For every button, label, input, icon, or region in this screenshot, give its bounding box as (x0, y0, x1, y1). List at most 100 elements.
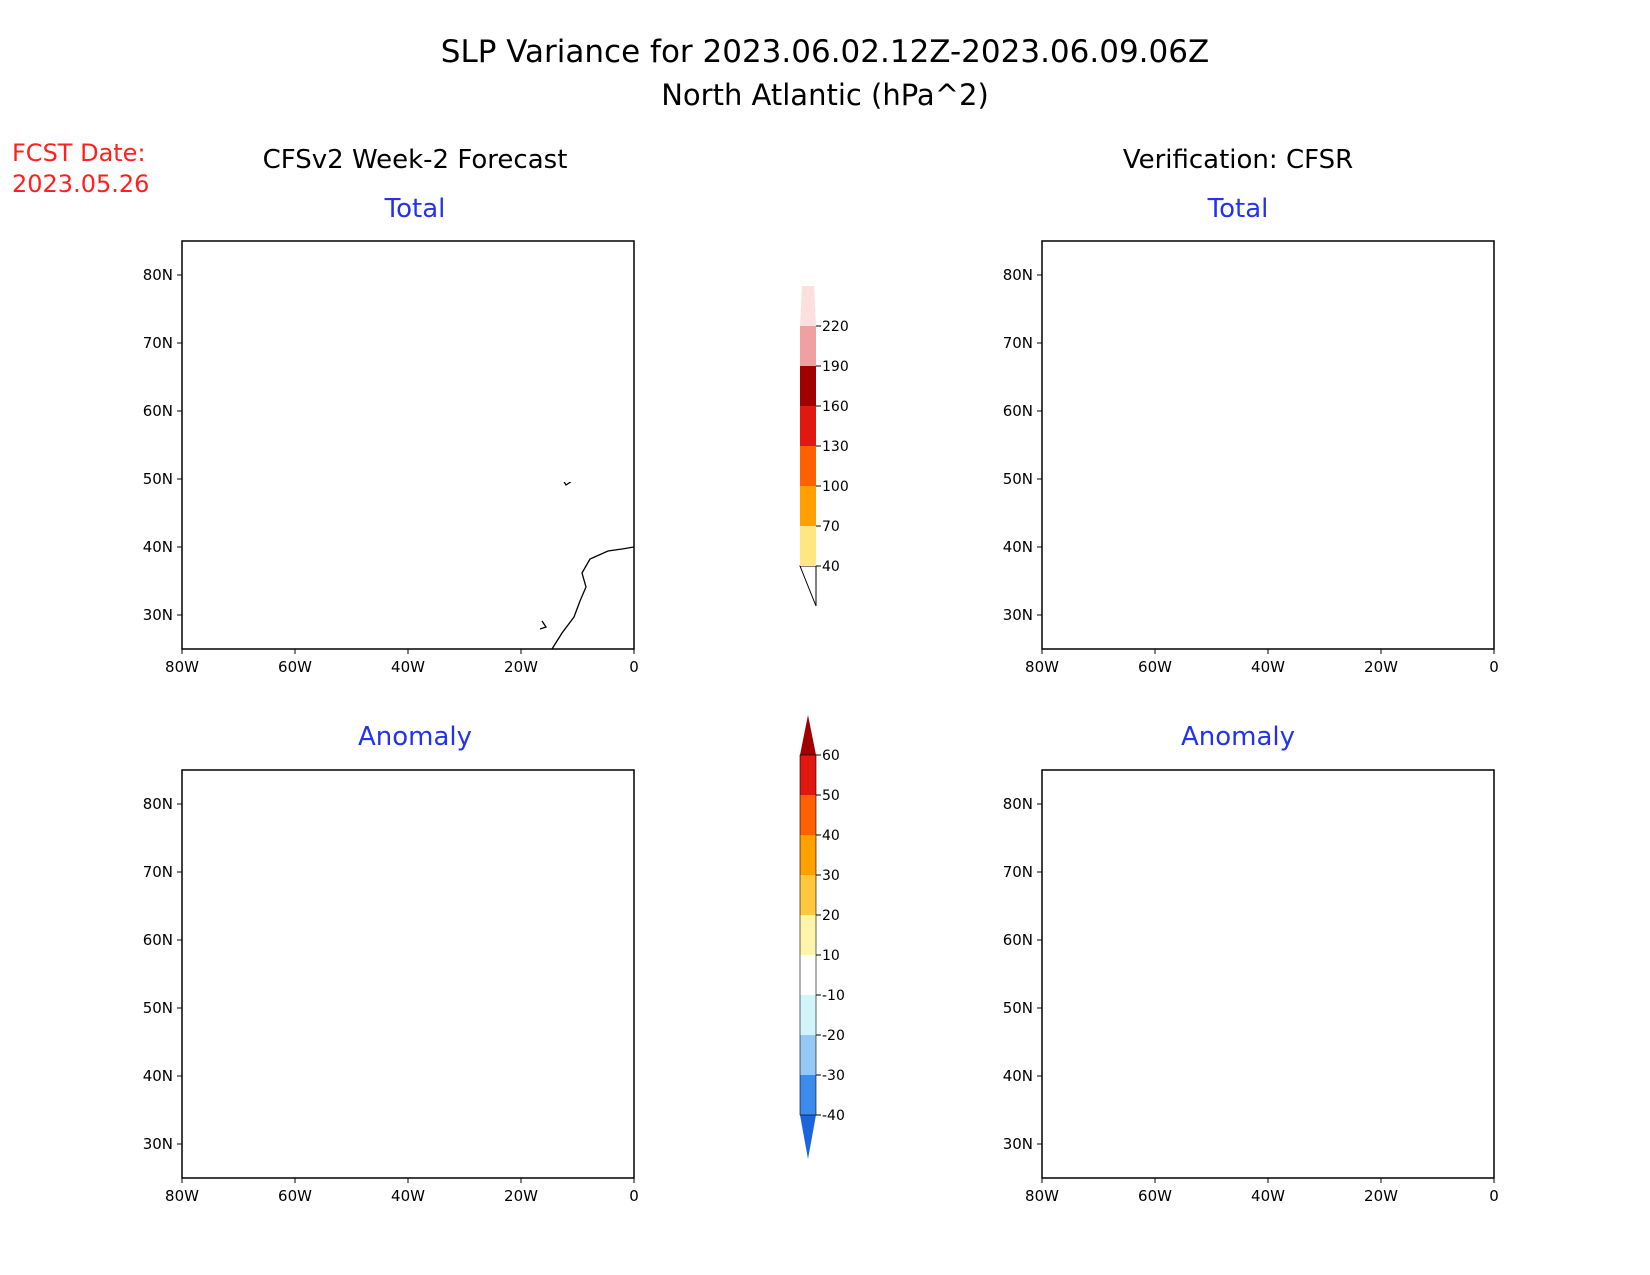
colorbar-segment (800, 1035, 816, 1075)
colorbar-segment (800, 286, 816, 326)
colorbar-total: 40 70 100 130 160 190 220 (799, 286, 849, 607)
colorbar-label: 130 (822, 439, 849, 455)
lon-tick-label: 20W (1364, 658, 1398, 676)
shade-40-70 (395, 295, 455, 331)
lon-tick-label: 40W (391, 658, 425, 676)
colorbar-label: -30 (822, 1068, 845, 1084)
lat-tick-label: 40N (1003, 538, 1033, 556)
map-verif-total (1041, 240, 1495, 650)
lon-tick-label: 0 (629, 658, 639, 676)
colorbar-label: 100 (822, 479, 849, 495)
axes-verif-anomaly: 80W 60W 40W 20W 0 80N 70N 60N 50N 40N 30N (1003, 795, 1499, 1205)
colorbar-segment (800, 915, 816, 955)
colorbar-segment (800, 406, 816, 446)
colorbar-label: 30 (822, 868, 840, 884)
colorbar-label: 40 (822, 828, 840, 844)
colorbar-segment (800, 486, 816, 526)
lat-tick-label: 80N (143, 266, 173, 284)
lat-tick-label: 70N (1003, 334, 1033, 352)
lon-tick-label: 80W (1025, 1187, 1059, 1205)
colorbar-segment (800, 366, 816, 406)
map-fcst-total (181, 240, 635, 650)
colorbar-segment (800, 835, 816, 875)
lon-tick-label: 40W (391, 1187, 425, 1205)
shade-70-100 (1118, 489, 1150, 513)
shade-pos20-30 (1136, 866, 1202, 898)
axes-verif-total: 80W 60W 40W 20W 0 80N 70N 60N 50N 40N 30N (1003, 266, 1499, 676)
shade-neg30-neg40 (342, 932, 500, 1006)
lat-tick-label: 40N (143, 538, 173, 556)
lat-tick-label: 50N (1003, 470, 1033, 488)
shade-40-70 (1042, 311, 1224, 449)
colorbar-segment (800, 1075, 816, 1115)
panel-title-fcst-total: Total (384, 194, 446, 224)
lon-tick-label: 80W (1025, 658, 1059, 676)
lat-tick-label: 30N (1003, 606, 1033, 624)
map-verif-anomaly (1041, 769, 1495, 1179)
colorbar-label: 10 (822, 948, 840, 964)
fcst-date-label: FCST Date: (12, 139, 146, 167)
fcst-date-value: 2023.05.26 (12, 170, 149, 198)
lat-tick-label: 70N (143, 334, 173, 352)
map-fcst-anomaly (181, 769, 635, 1179)
panel-title-fcst-anomaly: Anomaly (358, 722, 472, 752)
lat-tick-label: 70N (1003, 863, 1033, 881)
lat-tick-label: 50N (143, 999, 173, 1017)
colorbar-segment (800, 446, 816, 486)
lon-tick-label: 60W (1138, 658, 1172, 676)
lat-tick-label: 60N (143, 402, 173, 420)
lon-tick-label: 0 (1489, 1187, 1499, 1205)
colorbar-label: 50 (822, 788, 840, 804)
lat-tick-label: 80N (143, 795, 173, 813)
colorbar-segment (800, 755, 816, 795)
lon-tick-label: 20W (1364, 1187, 1398, 1205)
colorbar-segment (800, 995, 816, 1035)
colorbar-label: 160 (822, 399, 849, 415)
lat-tick-label: 30N (1003, 1135, 1033, 1153)
colorbar-segment (800, 715, 816, 755)
colorbar-segment (800, 795, 816, 835)
lon-tick-label: 40W (1251, 658, 1285, 676)
shade-below-neg40 (1182, 950, 1356, 1040)
lon-tick-label: 40W (1251, 1187, 1285, 1205)
colorbar-anomaly: -40 -30 -20 -10 10 20 30 40 50 60 (799, 715, 845, 1159)
axes-fcst-total: 80W 60W 40W 20W 0 80N 70N 60N 50N 40N 30N (143, 266, 639, 676)
lon-tick-label: 20W (504, 1187, 538, 1205)
column-title-forecast: CFSv2 Week-2 Forecast (263, 145, 568, 175)
axes-fcst-anomaly: 80W 60W 40W 20W 0 80N 70N 60N 50N 40N 30N (143, 795, 639, 1205)
colorbar-label: 60 (822, 748, 840, 764)
main-subtitle: North Atlantic (hPa^2) (661, 78, 989, 112)
colorbar-segment (800, 526, 816, 566)
lon-tick-label: 0 (629, 1187, 639, 1205)
shade-pos10-20 (348, 1107, 388, 1133)
lat-tick-label: 50N (143, 470, 173, 488)
lat-tick-label: 60N (143, 931, 173, 949)
colorbar-label: 190 (822, 359, 849, 375)
colorbar-segment (800, 955, 816, 995)
panel-title-verif-total: Total (1207, 194, 1269, 224)
lon-tick-label: 60W (278, 1187, 312, 1205)
panel-title-verif-anomaly: Anomaly (1181, 722, 1295, 752)
main-title: SLP Variance for 2023.06.02.12Z-2023.06.… (441, 34, 1209, 70)
lat-tick-label: 50N (1003, 999, 1033, 1017)
lon-tick-label: 80W (165, 658, 199, 676)
colorbar-label: -10 (822, 988, 845, 1004)
colorbar-segment (800, 1115, 816, 1159)
shade-pos30-40 (1342, 1094, 1384, 1132)
colorbar-segment (800, 326, 816, 366)
lon-tick-label: 20W (504, 658, 538, 676)
lon-tick-label: 80W (165, 1187, 199, 1205)
lat-tick-label: 80N (1003, 795, 1033, 813)
column-title-verification: Verification: CFSR (1123, 145, 1353, 175)
colorbar-label: 70 (822, 519, 840, 535)
colorbar-segment (800, 875, 816, 915)
colorbar-label: 20 (822, 908, 840, 924)
lon-tick-label: 60W (1138, 1187, 1172, 1205)
lat-tick-label: 60N (1003, 402, 1033, 420)
lat-tick-label: 80N (1003, 266, 1033, 284)
lat-tick-label: 70N (143, 863, 173, 881)
colorbar-bottom-arrow (799, 565, 817, 607)
lon-tick-label: 60W (278, 658, 312, 676)
lat-tick-label: 40N (1003, 1067, 1033, 1085)
